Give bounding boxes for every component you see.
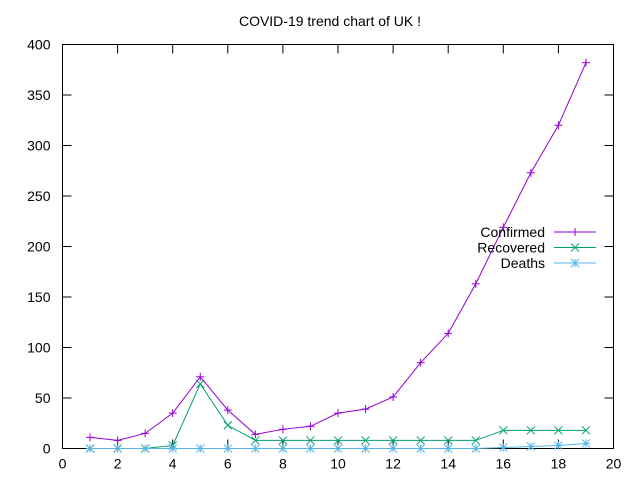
data-point-recovered — [306, 436, 315, 445]
data-point-recovered — [471, 436, 481, 445]
data-point-confirmed — [223, 406, 232, 415]
data-point-deaths — [278, 444, 288, 453]
data-point-recovered — [526, 425, 536, 435]
data-point-deaths — [113, 444, 122, 453]
legend-label-confirmed: Confirmed — [480, 224, 545, 240]
data-point-confirmed — [251, 430, 260, 439]
x-tick-label: 4 — [169, 456, 177, 472]
x-tick-label: 14 — [440, 456, 456, 472]
x-tick-label: 12 — [385, 456, 401, 472]
data-point-recovered — [223, 420, 233, 430]
data-point-deaths — [250, 444, 260, 453]
data-point-confirmed — [86, 433, 95, 442]
x-tick-label: 2 — [114, 456, 122, 472]
series-confirmed — [86, 58, 590, 445]
legend-marker-recovered — [570, 243, 580, 252]
data-point-confirmed — [554, 121, 563, 130]
legend-marker-confirmed — [571, 228, 579, 236]
x-tick-label: 10 — [330, 456, 346, 472]
data-point-recovered — [554, 425, 563, 435]
y-tick-label: 0 — [43, 441, 51, 457]
x-tick-label: 8 — [279, 456, 287, 472]
x-tick-label: 6 — [224, 456, 232, 472]
data-point-confirmed — [334, 409, 342, 418]
y-tick-label: 300 — [27, 138, 51, 154]
data-point-recovered — [388, 436, 398, 445]
y-tick-label: 200 — [27, 239, 51, 255]
data-point-confirmed — [499, 223, 508, 232]
data-point-deaths — [140, 444, 150, 453]
data-point-deaths — [526, 442, 536, 451]
data-point-recovered — [361, 436, 370, 445]
data-point-confirmed — [278, 425, 287, 434]
x-tick-label: 16 — [496, 456, 512, 472]
y-tick-label: 100 — [27, 340, 51, 356]
data-point-recovered — [333, 436, 343, 445]
data-point-deaths — [416, 444, 426, 453]
data-point-deaths — [498, 443, 508, 452]
data-point-deaths — [443, 444, 453, 453]
series-recovered — [85, 379, 591, 453]
data-point-confirmed — [389, 392, 398, 401]
data-point-confirmed — [444, 329, 453, 338]
data-point-confirmed — [581, 58, 590, 67]
data-point-recovered — [195, 379, 205, 389]
data-point-deaths — [554, 441, 563, 450]
legend-label-deaths: Deaths — [501, 255, 545, 271]
data-point-confirmed — [361, 405, 370, 414]
x-tick-label: 0 — [59, 456, 67, 472]
data-point-recovered — [498, 425, 508, 435]
data-point-confirmed — [113, 436, 122, 445]
data-point-recovered — [581, 425, 591, 435]
y-tick-label: 50 — [35, 390, 51, 406]
data-point-deaths — [168, 444, 178, 453]
data-point-deaths — [333, 444, 343, 453]
data-point-deaths — [361, 444, 370, 453]
data-point-deaths — [581, 439, 591, 448]
data-point-confirmed — [526, 168, 535, 177]
data-point-confirmed — [306, 422, 315, 431]
legend-marker-deaths — [570, 258, 580, 268]
data-point-recovered — [416, 436, 426, 445]
y-tick-label: 400 — [27, 37, 51, 53]
data-point-deaths — [471, 444, 481, 453]
data-point-deaths — [306, 444, 315, 453]
data-point-confirmed — [196, 372, 205, 381]
y-tick-label: 350 — [27, 87, 51, 103]
x-tick-label: 20 — [606, 456, 622, 472]
legend-label-recovered: Recovered — [477, 240, 545, 256]
data-point-deaths — [223, 444, 233, 453]
data-point-recovered — [250, 436, 260, 445]
data-point-deaths — [195, 444, 205, 453]
x-tick-label: 18 — [551, 456, 567, 472]
data-point-deaths — [388, 444, 398, 453]
data-point-confirmed — [471, 279, 480, 288]
data-point-confirmed — [416, 358, 425, 367]
series-layer — [85, 58, 591, 453]
data-point-deaths — [85, 444, 95, 453]
y-tick-label: 250 — [27, 188, 51, 204]
data-point-confirmed — [141, 429, 150, 438]
axis-ticks: 0 50 100 150 200 250 300 350 400 0 2 4 6 8 10 12 14 16 18 2… — [27, 37, 621, 472]
y-tick-label: 150 — [27, 289, 51, 305]
data-point-recovered — [443, 436, 453, 445]
data-point-confirmed — [168, 409, 177, 418]
data-point-recovered — [278, 436, 288, 445]
series-deaths — [85, 439, 591, 453]
chart-title: COVID-19 trend chart of UK ! — [239, 13, 421, 29]
